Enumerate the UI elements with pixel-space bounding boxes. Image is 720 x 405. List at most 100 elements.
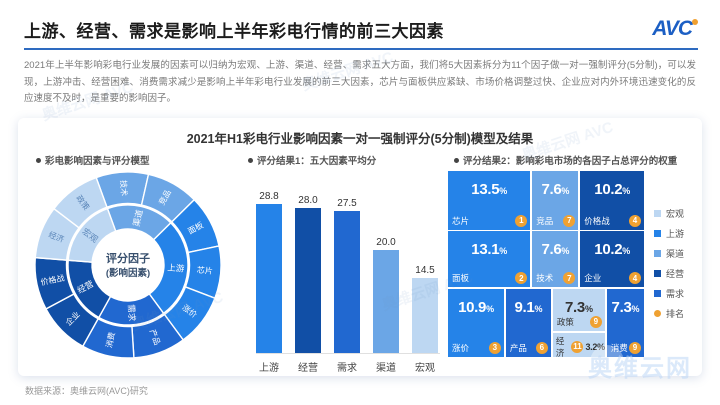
bar-section-header: 评分结果1：五大因素平均分 — [248, 153, 448, 167]
legend-item-rank: 排名 — [654, 307, 684, 320]
bar-category-label: 宏观 — [415, 363, 435, 374]
treemap-cell-value: 7.6% — [541, 241, 570, 259]
legend-label: 经营 — [666, 269, 685, 279]
treemap-cell-政策: 7.3% 政策 9 — [552, 289, 605, 331]
bar — [412, 278, 438, 353]
treemap-cell-经济: 经济 11 3.2% — [552, 332, 605, 357]
rank-badge: 11 — [571, 340, 584, 353]
treemap-cell-label: 企业 — [584, 273, 602, 284]
rank-badge: 1 — [515, 214, 528, 227]
treemap-cell-value: 7.3% — [611, 299, 640, 317]
treemap-cell-label: 竞品 — [536, 215, 554, 226]
treemap-cell-label-row: 面板 2 — [452, 272, 528, 285]
treemap-cell-value: 13.5% — [471, 181, 507, 198]
bar — [373, 250, 399, 353]
treemap-cell-label-row: 涨价 3 — [452, 341, 501, 354]
treemap-legend: 宏观上游渠道经营需求排名 — [654, 207, 684, 357]
bar-category-label: 经营 — [298, 363, 318, 374]
rank-badge: 7 — [563, 214, 576, 227]
rank-badge: 3 — [488, 341, 501, 354]
treemap-cell-label-row: 经济 11 3.2% — [553, 333, 605, 357]
treemap-cell-产品: 9.1% 产品 6 — [505, 289, 551, 357]
treemap-cell-label-row: 企业 4 — [584, 272, 641, 285]
legend-label: 需求 — [666, 289, 685, 299]
treemap-cell-技术: 7.6% 技术 7 — [532, 231, 579, 288]
bar — [295, 208, 321, 353]
legend-item-经营: 经营 — [654, 267, 684, 280]
treemap-cell-涨价: 10.9% 涨价 3 — [448, 289, 504, 357]
weight-treemap-chart: 13.5% 芯片 1 7.6% 竞品 7 10.2% 价格战 4 13.1% 面板 2 7.6% 技术 7 1… — [448, 171, 644, 357]
treemap-cell-label: 面板 — [452, 273, 470, 284]
treemap-cell-label: 技术 — [536, 273, 554, 284]
donut-center-label: (影响因素) — [106, 267, 150, 279]
avc-logo: AVC — [652, 17, 698, 41]
legend-item-上游: 上游 — [654, 227, 684, 240]
legend-item-需求: 需求 — [654, 287, 684, 300]
legend-label: 上游 — [666, 229, 685, 239]
score-bar-chart: 28.8 28.0 27.5 20.0 14.5 — [256, 177, 440, 354]
factor-donut-chart: 渠道技术竞品上游面板芯片涨价需求产品消费经营企业价格战宏观经济政策评分因子(影响… — [34, 171, 222, 359]
legend-item-渠道: 渠道 — [654, 247, 684, 260]
treemap-cell-label: 产品 — [509, 342, 527, 353]
treemap-cell-label-row: 价格战 4 — [584, 214, 641, 227]
donut-segment — [53, 176, 108, 229]
treemap-cell-label-row: 产品 6 — [509, 341, 548, 354]
bar-category-label: 需求 — [337, 363, 357, 374]
treemap-cell-value: 9.1% — [514, 299, 543, 317]
treemap-cell-竞品: 7.6% 竞品 7 — [532, 171, 579, 230]
rank-badge: 6 — [535, 341, 548, 354]
rank-badge: 9 — [628, 341, 641, 354]
legend-item-宏观: 宏观 — [654, 207, 684, 220]
treemap-cell-value: 13.1% — [471, 241, 507, 259]
treemap-cell-label-row: 政策 9 — [556, 315, 602, 328]
rank-badge: 7 — [563, 272, 576, 285]
bar-column: 28.8 — [256, 191, 282, 353]
treemap-section-header: 评分结果2：影响彩电市场的各因子占总评分的权重 — [454, 153, 690, 167]
bar — [256, 204, 282, 353]
treemap-cell-label-row: 竞品 7 — [536, 214, 576, 227]
treemap-cell-value: 3.2% — [585, 341, 605, 352]
donut-label: 价格战 — [40, 273, 66, 288]
page-title: 上游、经营、需求是影响上半年彩电行情的前三大因素 — [24, 21, 444, 41]
treemap-cell-label: 芯片 — [452, 215, 470, 226]
treemap-cell-面板: 13.1% 面板 2 — [448, 231, 531, 288]
data-source-note: 数据来源：奥维云网(AVC)研究 — [25, 386, 148, 396]
rank-badge: 2 — [515, 272, 528, 285]
bar-value-label: 14.5 — [415, 265, 435, 276]
bullet-icon — [36, 157, 41, 163]
donut-center — [92, 229, 164, 301]
legend-label: 渠道 — [666, 249, 685, 259]
bar-value-label: 28.0 — [298, 195, 318, 206]
treemap-cell-label-row: 芯片 1 — [452, 214, 528, 227]
chart-card: 2021年H1彩电行业影响因素一对一强制评分(5分制)模型及结果 彩电影响因素与… — [18, 118, 702, 376]
bar-section-title: 评分结果1：五大因素平均分 — [257, 156, 377, 167]
bar-column: 20.0 — [373, 237, 399, 353]
treemap-section: 评分结果2：影响彩电市场的各因子占总评分的权重 13.5% 芯片 1 7.6% 竞品 7 1… — [448, 151, 690, 374]
legend-swatch-icon — [654, 210, 661, 217]
treemap-cell-芯片: 13.5% 芯片 1 — [448, 171, 531, 230]
bar-value-label: 28.8 — [259, 191, 279, 202]
bar-category-label: 渠道 — [376, 363, 396, 374]
legend-swatch-icon — [654, 290, 661, 297]
bar — [334, 211, 360, 353]
treemap-cell-label-row: 技术 7 — [536, 272, 576, 285]
bullet-icon — [248, 157, 253, 163]
bar-column: 14.5 — [412, 265, 438, 353]
treemap-cell-label: 政策 — [556, 316, 574, 327]
intro-paragraph: 2021年上半年影响彩电行业发展的因素可以归纳为宏观、上游、渠道、经营、需求五大… — [24, 60, 696, 105]
treemap-cell-价格战: 10.2% 价格战 4 — [580, 171, 644, 230]
treemap-cell-label: 价格战 — [584, 215, 610, 226]
treemap-cell-企业: 10.2% 企业 4 — [580, 231, 644, 288]
rank-badge: 9 — [589, 315, 602, 328]
legend-label: 宏观 — [666, 209, 685, 219]
bar-column: 28.0 — [295, 195, 321, 353]
legend-swatch-icon — [654, 270, 661, 277]
bar-value-label: 20.0 — [376, 237, 396, 248]
treemap-cell-value: 7.3% — [565, 299, 593, 317]
legend-label: 排名 — [666, 309, 685, 319]
legend-swatch-icon — [654, 250, 661, 257]
score-bar-labels: 上游 经营 需求 渠道 宏观 — [256, 359, 440, 374]
treemap-section-title: 评分结果2：影响彩电市场的各因子占总评分的权重 — [463, 156, 678, 167]
legend-swatch-icon — [654, 230, 661, 237]
chart-card-title: 2021年H1彩电行业影响因素一对一强制评分(5分制)模型及结果 — [186, 132, 534, 146]
